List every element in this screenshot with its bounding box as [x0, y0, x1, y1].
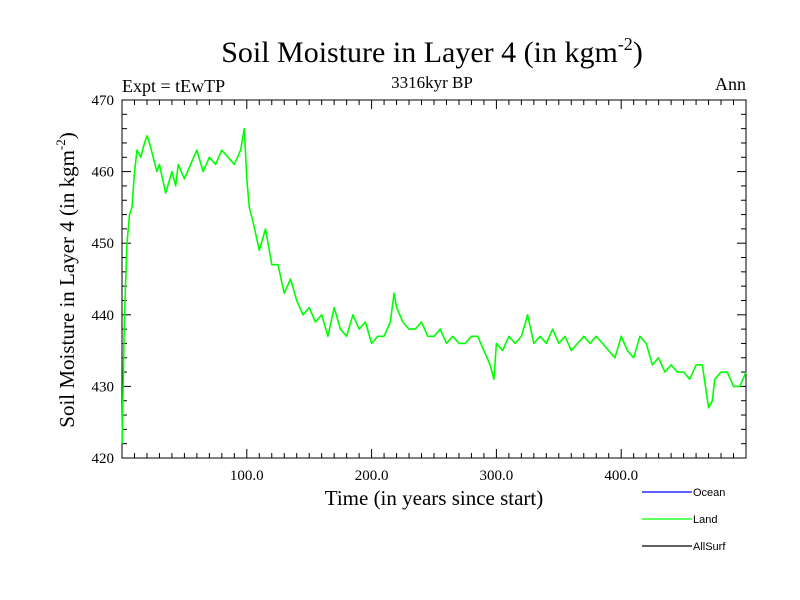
y-tick-label-0: 420	[92, 451, 115, 467]
expt-label: Expt = tEwTP	[122, 76, 225, 96]
y-axis-label-sup: -2	[53, 139, 68, 150]
x-tick-label-2: 300.0	[480, 468, 514, 484]
chart-title-main: Soil Moisture in Layer 4 (in kgm	[221, 36, 618, 69]
y-axis-label: Soil Moisture in Layer 4 (in kgm-2)	[53, 132, 79, 427]
y-tick-label-5: 470	[92, 93, 115, 109]
series-line-land	[121, 127, 747, 444]
plot-frame	[121, 99, 747, 459]
y-axis-ticks: 420 430 440 450 460 470	[92, 93, 746, 467]
x-tick-label-3: 400.0	[604, 468, 638, 484]
x-axis-ticks: 100.0 200.0 300.0 400.0	[133, 100, 735, 484]
chart-title-sup: -2	[618, 34, 633, 54]
legend: Ocean Land AllSurf	[642, 487, 726, 553]
y-axis-label-main: Soil Moisture in Layer 4 (in kgm	[55, 150, 79, 428]
y-tick-label-4: 460	[92, 165, 115, 181]
y-tick-label-3: 450	[92, 236, 115, 252]
season-label: Ann	[715, 74, 746, 94]
subtitle: 3316kyr BP	[391, 73, 473, 92]
y-tick-label-2: 440	[92, 308, 115, 324]
legend-label-ocean: Ocean	[693, 487, 725, 499]
chart-title: Soil Moisture in Layer 4 (in kgm-2)	[221, 34, 643, 69]
x-tick-label-0: 100.0	[230, 468, 264, 484]
x-axis-label: Time (in years since start)	[325, 486, 544, 510]
series-group	[121, 127, 747, 444]
chart-title-close: )	[633, 36, 643, 69]
y-tick-label-1: 430	[92, 379, 115, 395]
legend-label-allsurf: AllSurf	[693, 541, 726, 553]
y-axis-label-close: )	[55, 132, 79, 139]
legend-label-land: Land	[693, 514, 717, 526]
x-tick-label-1: 200.0	[355, 468, 389, 484]
